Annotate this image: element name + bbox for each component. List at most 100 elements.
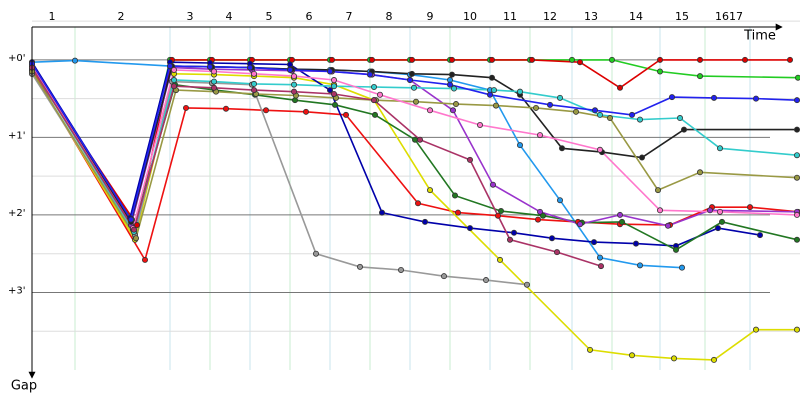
point — [489, 181, 496, 188]
x-tick-label: 2 — [118, 10, 125, 23]
point — [753, 326, 760, 333]
point — [557, 197, 564, 204]
point — [535, 216, 542, 223]
y-tick-label: +1' — [8, 130, 26, 141]
point — [747, 204, 754, 211]
point — [141, 256, 148, 263]
point — [406, 77, 413, 84]
point — [497, 208, 504, 215]
point — [440, 273, 447, 280]
point — [290, 88, 297, 95]
point — [711, 356, 718, 363]
series-line — [31, 63, 798, 222]
x-tick-label: 1 — [49, 10, 56, 23]
point — [681, 126, 688, 133]
point — [416, 136, 423, 143]
y-tick-label: +0' — [8, 53, 26, 64]
point — [707, 207, 714, 214]
y-tick-label: +2' — [8, 208, 26, 219]
point — [715, 225, 722, 232]
point — [598, 263, 605, 270]
point — [476, 121, 483, 128]
point — [757, 232, 764, 239]
point — [482, 277, 489, 284]
point — [376, 91, 383, 98]
point — [451, 192, 458, 199]
point — [597, 146, 604, 153]
point — [290, 81, 297, 88]
point — [250, 70, 257, 77]
point — [330, 77, 337, 84]
point — [549, 235, 556, 242]
point — [609, 56, 616, 63]
x-tick-label: 8 — [386, 10, 393, 23]
point — [408, 56, 415, 63]
point — [717, 145, 724, 152]
point — [408, 70, 415, 77]
x-tick-label: 16 — [715, 10, 729, 23]
point — [717, 208, 724, 215]
point — [540, 212, 547, 219]
point — [569, 56, 576, 63]
point — [130, 226, 137, 233]
point — [290, 73, 297, 80]
point — [671, 355, 678, 362]
point — [742, 56, 749, 63]
x-tick-label: 4 — [226, 10, 233, 23]
point — [494, 212, 501, 219]
point — [448, 56, 455, 63]
point — [426, 107, 433, 114]
point — [697, 56, 704, 63]
point — [537, 208, 544, 215]
point — [366, 71, 373, 78]
point — [378, 209, 385, 216]
point — [206, 63, 213, 70]
series-line — [31, 59, 683, 269]
point — [607, 115, 614, 122]
point — [450, 85, 457, 92]
point — [490, 87, 497, 94]
point — [170, 83, 177, 90]
point — [794, 97, 800, 104]
point — [127, 216, 134, 223]
point — [665, 222, 672, 229]
point — [371, 111, 378, 118]
point — [330, 90, 337, 97]
x-tick-label: 9 — [427, 10, 434, 23]
point — [222, 105, 229, 112]
point — [657, 56, 664, 63]
point — [250, 80, 257, 87]
point — [342, 111, 349, 118]
point — [677, 115, 684, 122]
point — [446, 81, 453, 88]
point — [492, 102, 499, 109]
point — [496, 256, 503, 263]
point — [794, 236, 800, 243]
point — [368, 56, 375, 63]
point — [794, 126, 800, 133]
point — [587, 346, 594, 353]
point — [697, 169, 704, 176]
point — [286, 66, 293, 73]
point — [657, 68, 664, 75]
point — [547, 101, 554, 108]
point — [370, 84, 377, 91]
x-tick-label: 6 — [306, 10, 313, 23]
plot-area — [28, 56, 800, 363]
point — [262, 107, 269, 114]
series-line — [31, 59, 790, 228]
point — [331, 101, 338, 108]
point — [673, 246, 680, 253]
point — [356, 263, 363, 270]
point — [414, 200, 421, 207]
point — [517, 142, 524, 149]
point — [72, 57, 79, 64]
point — [250, 87, 257, 94]
point — [170, 66, 177, 73]
x-tick-label: 13 — [584, 10, 598, 23]
point — [370, 97, 377, 104]
point — [524, 281, 531, 288]
x-tick-label: 7 — [346, 10, 353, 23]
y-tick-label: +3' — [8, 285, 26, 296]
point — [452, 101, 459, 108]
